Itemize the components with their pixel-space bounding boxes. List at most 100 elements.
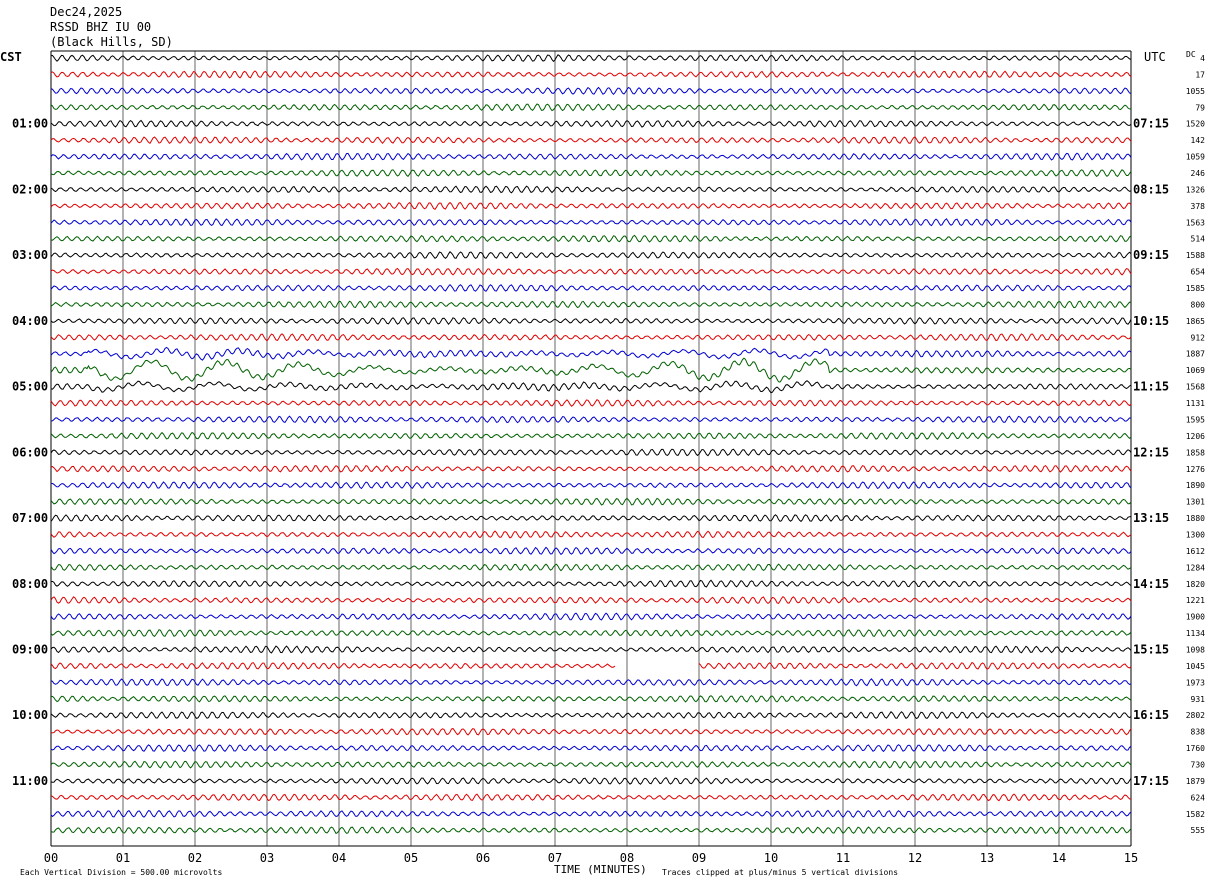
dc-offset-label: 1887 xyxy=(1186,350,1205,359)
trace-row xyxy=(50,201,1132,210)
trace-row xyxy=(50,283,1132,292)
right-hour-label: 16:15 xyxy=(1133,708,1169,722)
trace-row xyxy=(50,579,1132,588)
trace-row xyxy=(50,743,1132,753)
dc-offset-label: 912 xyxy=(1191,333,1206,342)
dc-label: DC xyxy=(1186,50,1196,59)
trace-row xyxy=(50,136,1132,145)
trace-row xyxy=(50,678,1132,687)
trace-row xyxy=(50,119,1132,128)
dc-offset-label: 730 xyxy=(1191,760,1206,769)
trace-row xyxy=(50,661,616,671)
dc-offset-label: 1134 xyxy=(1186,629,1205,638)
trace-row xyxy=(50,333,1132,342)
trace-row xyxy=(50,546,1132,556)
right-hour-label: 09:15 xyxy=(1133,248,1169,262)
header-station: RSSD BHZ IU 00 xyxy=(50,20,151,34)
right-hour-label: 17:15 xyxy=(1133,774,1169,788)
dc-offset-label: 246 xyxy=(1191,169,1206,178)
dc-offset-label: 555 xyxy=(1191,826,1206,835)
trace-row xyxy=(50,793,1132,802)
x-tick-label: 09 xyxy=(692,851,706,865)
dc-offset-label: 142 xyxy=(1191,136,1206,145)
dc-offset-label: 1276 xyxy=(1186,465,1205,474)
dc-offset-label: 1098 xyxy=(1186,645,1205,654)
trace-row xyxy=(50,346,1132,361)
x-tick-label: 14 xyxy=(1052,851,1066,865)
trace-row xyxy=(50,826,1132,835)
trace-row xyxy=(50,431,1132,441)
x-tick-label: 05 xyxy=(404,851,418,865)
left-hour-label: 07:00 xyxy=(12,511,48,525)
trace-row xyxy=(50,481,1132,490)
dc-offset-label: 1221 xyxy=(1186,596,1205,605)
trace-row xyxy=(50,777,1132,785)
left-hour-label: 05:00 xyxy=(12,380,48,394)
dc-offset-label: 1582 xyxy=(1186,810,1205,819)
left-hour-label: 11:00 xyxy=(12,774,48,788)
grid-lines xyxy=(50,50,1132,847)
left-axis-label: CST xyxy=(0,50,22,64)
left-hour-label: 09:00 xyxy=(12,642,48,656)
dc-offset-label: 1612 xyxy=(1186,547,1205,556)
dc-offset-label: 1284 xyxy=(1186,563,1205,572)
x-tick-label: 13 xyxy=(980,851,994,865)
dc-offset-label: 654 xyxy=(1191,268,1206,277)
footer-scale: Each Vertical Division = 500.00 microvol… xyxy=(20,868,222,877)
trace-row xyxy=(50,514,1132,523)
dc-offset-label: 1595 xyxy=(1186,415,1205,424)
x-tick-label: 04 xyxy=(332,851,346,865)
trace-row xyxy=(50,497,1132,506)
left-hour-label: 06:00 xyxy=(12,445,48,459)
dc-offset-label: 1568 xyxy=(1186,383,1205,392)
trace-row xyxy=(50,399,1132,407)
x-tick-label: 02 xyxy=(188,851,202,865)
dc-offset-label: 2802 xyxy=(1186,711,1205,720)
dc-offset-label: 1585 xyxy=(1186,284,1205,293)
dc-offset-label: 624 xyxy=(1191,793,1206,802)
dc-offset-label: 1879 xyxy=(1186,777,1205,786)
x-tick-label: 03 xyxy=(260,851,274,865)
x-tick-label: 15 xyxy=(1124,851,1138,865)
trace-row xyxy=(50,357,1132,383)
trace-row xyxy=(50,380,1132,394)
dc-offset-label: 79 xyxy=(1195,103,1205,112)
dc-offset-label: 1865 xyxy=(1186,317,1205,326)
dc-offset-label: 1069 xyxy=(1186,366,1205,375)
trace-row xyxy=(50,711,1132,720)
dc-offset-label: 1820 xyxy=(1186,580,1205,589)
dc-offset-label: 1890 xyxy=(1186,481,1205,490)
trace-row xyxy=(50,54,1132,63)
trace-row xyxy=(698,661,1132,670)
trace-row xyxy=(50,267,1132,276)
right-hour-label: 10:15 xyxy=(1133,314,1169,328)
dc-offset-label: 1045 xyxy=(1186,662,1205,671)
left-hour-label: 02:00 xyxy=(12,182,48,196)
dc-offset-label: 1300 xyxy=(1186,530,1205,539)
dc-offset-label: 17 xyxy=(1195,70,1205,79)
trace-row xyxy=(50,103,1132,112)
trace-row xyxy=(50,185,1132,194)
dc-offset-label: 1563 xyxy=(1186,218,1205,227)
left-hour-label: 08:00 xyxy=(12,577,48,591)
dc-offset-label: 838 xyxy=(1191,728,1206,737)
dc-offset-label: 1059 xyxy=(1186,153,1205,162)
dc-offset-label: 1131 xyxy=(1186,399,1205,408)
right-axis-label: UTC xyxy=(1144,50,1166,64)
trace-row xyxy=(50,317,1132,326)
dc-offset-label: 1520 xyxy=(1186,120,1205,129)
trace-row xyxy=(50,612,1132,621)
right-hour-label: 13:15 xyxy=(1133,511,1169,525)
dc-offset-label: 1301 xyxy=(1186,498,1205,507)
trace-row xyxy=(50,169,1132,178)
trace-row xyxy=(50,448,1132,457)
trace-row xyxy=(50,415,1132,424)
trace-row xyxy=(50,645,1132,654)
header-location: (Black Hills, SD) xyxy=(50,35,173,49)
right-hour-label: 15:15 xyxy=(1133,642,1169,656)
x-tick-label: 11 xyxy=(836,851,850,865)
dc-offset-label: 378 xyxy=(1191,202,1206,211)
right-hour-labels: 07:15 08:15 09:15 10:15 11:15 12:15 13:15 14:15… xyxy=(1133,117,1169,788)
dc-offset-label: 4 xyxy=(1200,54,1205,63)
